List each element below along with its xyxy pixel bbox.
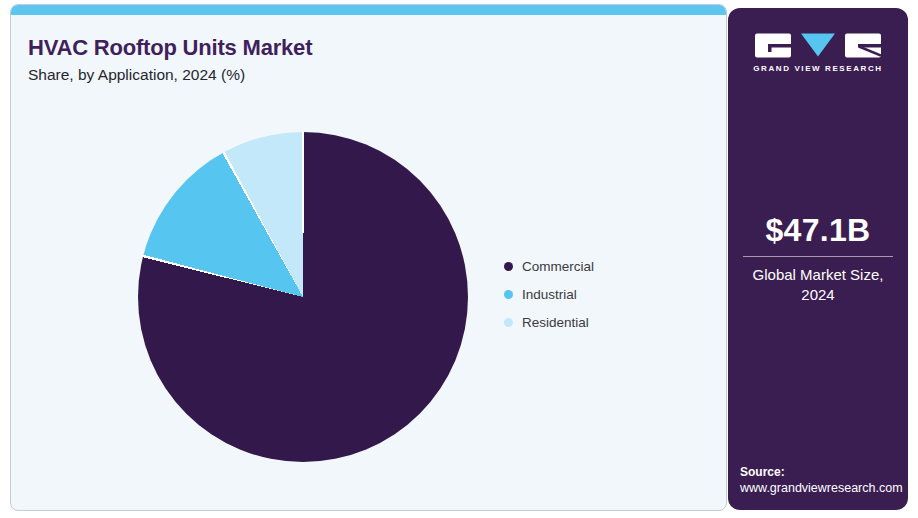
legend-dot-icon [504,262,513,271]
market-size-label-line2: 2024 [738,285,898,305]
source-label: Source: [740,465,903,479]
legend: Commercial Industrial Residential [504,258,594,331]
grand-view-research-logo-icon [755,33,881,58]
legend-item-industrial: Industrial [504,286,594,303]
top-accent-bar [11,5,726,15]
market-size-label-line1: Global Market Size, [738,265,898,285]
sidebar: GRAND VIEW RESEARCH $47.1B Global Market… [728,8,908,510]
source-block: Source: www.grandviewresearch.com [740,465,903,495]
market-size-value: $47.1B [738,212,898,249]
legend-dot-icon [504,290,513,299]
legend-item-residential: Residential [504,314,594,331]
chart-header: HVAC Rooftop Units Market Share, by Appl… [28,35,312,84]
legend-label: Industrial [522,287,577,302]
market-size-stat: $47.1B Global Market Size, 2024 [738,212,898,304]
pie-chart [138,132,468,462]
legend-dot-icon [504,318,513,327]
market-size-label: Global Market Size, 2024 [738,265,898,304]
page-subtitle: Share, by Application, 2024 (%) [28,66,312,84]
source-url-link[interactable]: www.grandviewresearch.com [740,481,903,495]
legend-label: Residential [522,315,589,330]
page-title: HVAC Rooftop Units Market [28,35,312,61]
stat-divider [743,256,893,257]
chart-card: HVAC Rooftop Units Market Share, by Appl… [10,4,727,511]
brand-logo: GRAND VIEW RESEARCH [728,33,908,73]
legend-label: Commercial [522,259,594,274]
legend-item-commercial: Commercial [504,258,594,275]
brand-logo-text: GRAND VIEW RESEARCH [753,64,883,73]
